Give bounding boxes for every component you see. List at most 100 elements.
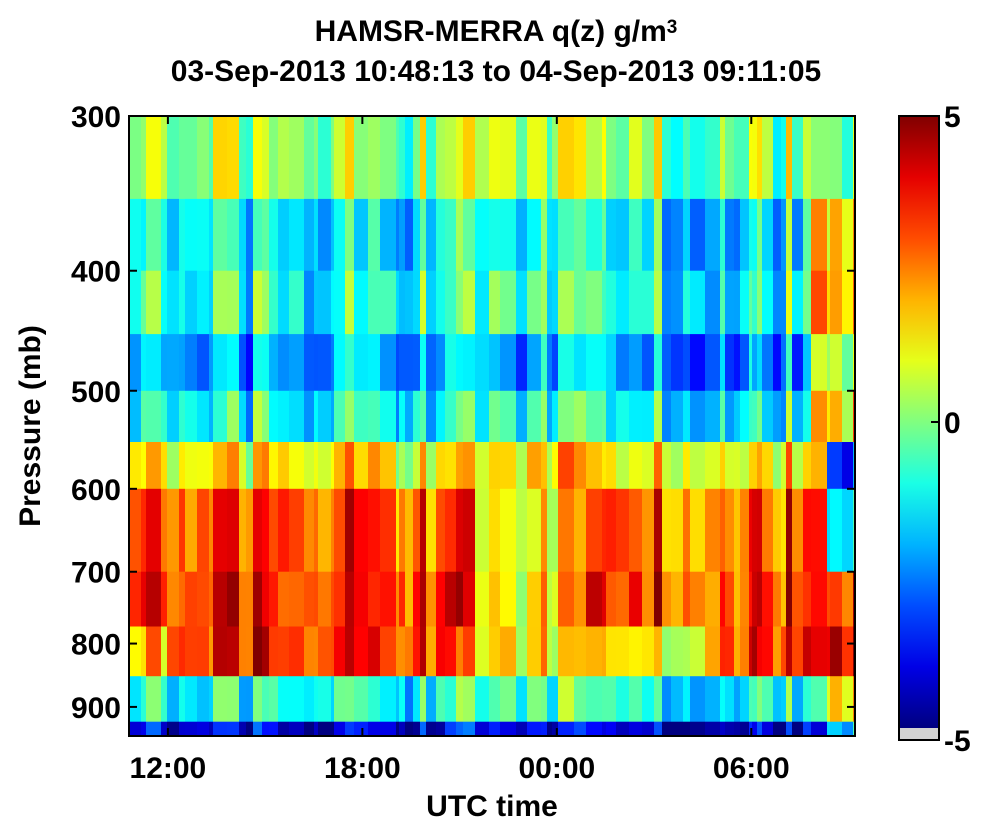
heatmap-cell [781,442,787,490]
heatmap-cell [757,488,763,573]
heatmap-cell [405,721,414,737]
heatmap-cell [426,676,437,723]
heatmap-cell [161,442,168,490]
heatmap-cell [500,442,517,490]
heatmap-cell [185,116,198,200]
heatmap-cell [420,721,427,737]
heatmap-cell [606,270,617,335]
heatmap-cell [842,334,854,392]
heatmap-cell [827,721,831,737]
heatmap-cell [830,571,843,627]
heatmap-cell [289,198,305,272]
heatmap-cell [380,116,397,200]
heatmap-cell [239,676,247,723]
heatmap-cell [380,390,397,443]
heatmap-cell [827,626,831,677]
heatmap-cell [516,676,528,723]
heatmap-cell [426,571,437,627]
heatmap-cell [734,571,741,627]
x-tick-label: 00:00 [518,752,595,785]
heatmap-cell [456,571,464,627]
heatmap-cell [803,116,812,200]
heatmap-cell [541,676,548,723]
heatmap-cell [762,390,774,443]
heatmap-cell [269,721,279,737]
heatmap-cell [463,626,476,677]
heatmap-cell [227,270,240,335]
heatmap-cell [318,442,332,490]
heatmap-cell [345,270,355,335]
heatmap-cell [141,116,147,200]
heatmap-cell [547,116,553,200]
heatmap-cell [278,116,290,200]
heatmap-cell [185,676,198,723]
heatmap-cell [740,270,750,335]
heatmap-cell [213,334,228,392]
heatmap-cell [629,442,643,490]
heatmap-cell [725,198,735,272]
heatmap-cell [246,442,254,490]
heatmap-cell [642,571,655,627]
heatmap-cell [368,198,381,272]
heatmap-cell [489,721,501,737]
heatmap-cell [253,442,263,490]
heatmap-cell [752,571,758,627]
heatmap-cell [289,676,305,723]
heatmap-cell [463,488,476,573]
heatmap-cell [334,198,346,272]
heatmap-cell [705,571,721,627]
y-tick-label: 500 [71,376,121,409]
heatmap-cell [500,676,517,723]
heatmap-cell [792,488,804,573]
heatmap-cell [354,334,369,392]
heatmap-cell [209,676,214,723]
heatmap-cell [773,721,782,737]
heatmap-cell [436,334,446,392]
heatmap-cell [629,676,643,723]
heatmap-cell [209,626,214,677]
heatmap-cell [558,676,575,723]
heatmap-cell [179,270,186,335]
heatmap-cell [413,390,421,443]
heatmap-cell [705,626,721,677]
heatmap-cell [405,116,414,200]
heatmap-cell [278,721,290,737]
heatmap-cell [749,571,753,627]
heatmap-cell [734,116,741,200]
heatmap-cell [830,488,843,573]
heatmap-cell [842,676,854,723]
heatmap-cell [773,626,782,677]
heatmap-cell [827,676,831,723]
heatmap-cell [436,488,446,573]
heatmap-cell [552,571,559,627]
heatmap-cell [197,676,210,723]
heatmap-cell [762,442,774,490]
heatmap-cell [246,571,254,627]
heatmap-cell [489,116,501,200]
heatmap-cell [552,721,559,737]
heatmap-cell [792,198,804,272]
heatmap-cell [331,198,335,272]
heatmap-cell [662,721,672,737]
heatmap-cell [262,198,270,272]
heatmap-cell [781,198,787,272]
heatmap-cell [456,390,464,443]
heatmap-cell [792,270,804,335]
heatmap-cell [420,270,427,335]
heatmap-cell [725,676,735,723]
heatmap-cell [334,390,346,443]
heatmap-cell [253,270,263,335]
heatmap-cell [289,390,305,443]
heatmap-cell [720,488,726,573]
heatmap-cell [426,198,437,272]
heatmap-cell [773,270,782,335]
heatmap-cell [690,442,706,490]
heatmap-cell [558,334,575,392]
heatmap-cell [413,116,421,200]
heatmap-cell [318,488,332,573]
heatmap-cell [262,334,270,392]
heatmap-cell [705,198,721,272]
heatmap-cell [547,390,553,443]
heatmap-cell [574,390,587,443]
